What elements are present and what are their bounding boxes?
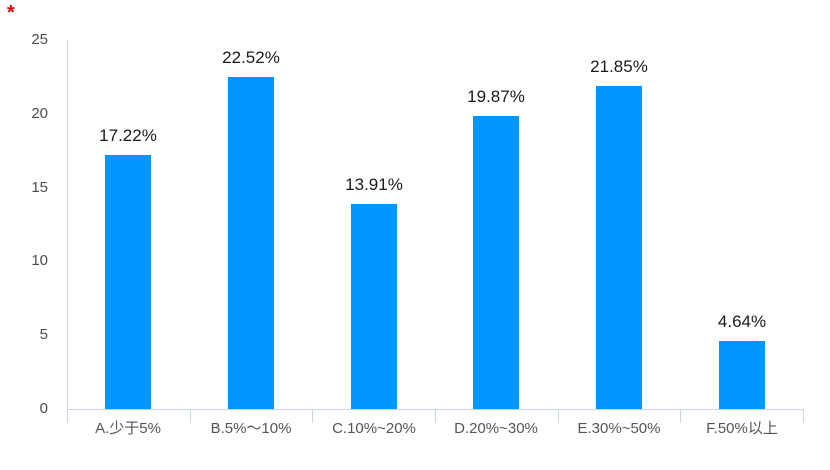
required-asterisk-icon: *	[7, 2, 15, 24]
y-tick-label: 20	[31, 105, 48, 122]
x-category-label: F.50%以上	[706, 420, 778, 437]
bar-value-label: 17.22%	[99, 126, 157, 145]
bar	[351, 204, 397, 409]
x-axis-tick	[67, 409, 68, 423]
bar-value-label: 21.85%	[590, 57, 648, 76]
y-tick-label: 10	[31, 252, 48, 269]
bar	[719, 341, 765, 409]
y-tick-label: 25	[31, 31, 48, 48]
bar	[596, 86, 642, 409]
x-category-label: A.少于5%	[95, 420, 161, 437]
x-axis-tick	[558, 409, 559, 423]
y-axis-line	[67, 40, 68, 409]
bar-value-label: 4.64%	[717, 312, 767, 331]
bar-value-label: 19.87%	[467, 87, 525, 106]
bar	[473, 116, 519, 409]
x-axis-tick	[190, 409, 191, 423]
x-category-label: D.20%~30%	[454, 420, 538, 437]
x-axis-tick	[435, 409, 436, 423]
x-axis-tick	[680, 409, 681, 423]
x-axis-tick	[803, 409, 804, 423]
bar-value-label: 22.52%	[222, 48, 280, 67]
x-axis-tick	[312, 409, 313, 423]
x-category-label: B.5%～10%	[210, 420, 292, 437]
bar-value-label: 13.91%	[345, 175, 403, 194]
bar	[228, 77, 274, 409]
y-tick-label: 0	[39, 400, 48, 417]
x-category-label: E.30%~50%	[577, 420, 661, 437]
x-category-label: C.10%~20%	[332, 420, 416, 437]
y-tick-label: 5	[39, 326, 48, 343]
y-tick-label: 15	[31, 179, 48, 196]
bar	[105, 155, 151, 409]
